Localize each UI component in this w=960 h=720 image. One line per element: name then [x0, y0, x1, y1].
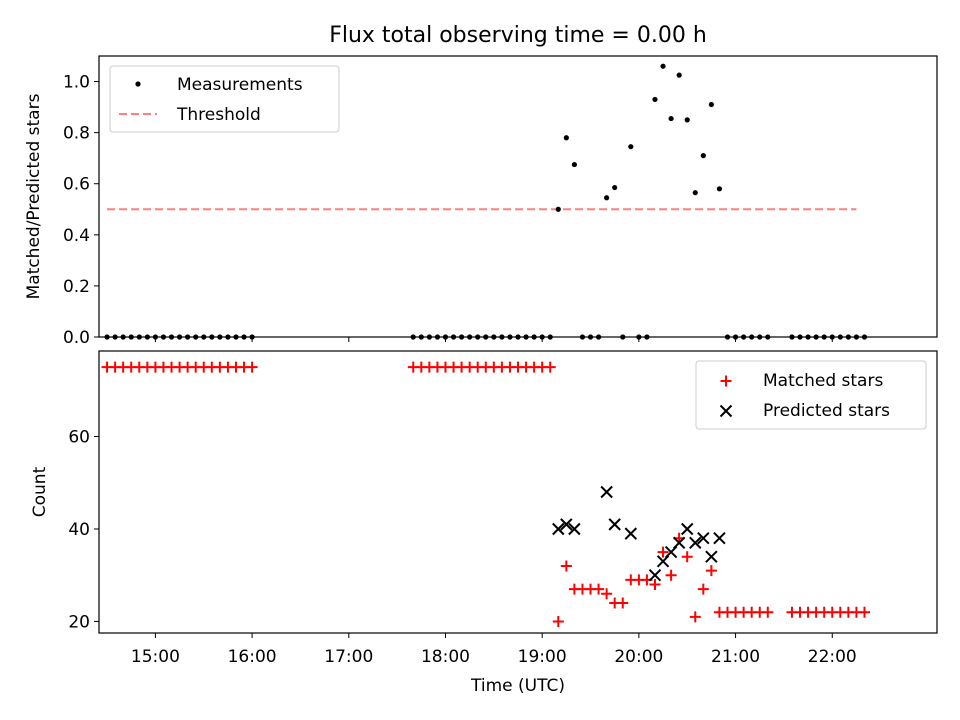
legend-threshold-label: Threshold: [176, 105, 261, 125]
predicted-star-point: [697, 532, 710, 545]
y-tick-label-top: 0.6: [63, 175, 90, 195]
plot-area-bottom: [101, 361, 870, 627]
matched-star-point: [560, 560, 572, 572]
matched-star-point: [762, 606, 774, 618]
measurement-point: [684, 117, 690, 123]
measurement-point: [692, 190, 698, 196]
measurement-point: [676, 72, 682, 78]
predicted-star-point: [608, 518, 621, 531]
x-tick-label: 21:00: [711, 647, 760, 667]
matched-star-point: [601, 588, 613, 600]
legend-matched-marker: [720, 375, 732, 387]
measurement-point: [555, 206, 561, 212]
x-tick-label: 16:00: [228, 647, 277, 667]
axes-frame-bottom: [98, 350, 938, 634]
predicted-star-point: [560, 518, 573, 531]
measurement-point: [563, 135, 569, 141]
measurement-point: [668, 115, 674, 122]
measurement-point: [628, 144, 634, 150]
x-tick-label: 15:00: [131, 647, 180, 667]
axes-frame-top: [98, 55, 938, 338]
predicted-star-point: [681, 522, 694, 536]
predicted-star-point: [552, 522, 565, 536]
y-tick-label-bottom: 20: [68, 612, 90, 632]
predicted-star-point: [672, 536, 686, 550]
predicted-star-point: [705, 550, 718, 563]
predicted-star-point: [624, 527, 638, 540]
measurement-point: [716, 186, 723, 192]
x-tick-label: 22:00: [808, 647, 857, 667]
matched-star-point: [657, 546, 669, 558]
matched-star-point: [665, 569, 677, 581]
y-axis-label-bottom: Count: [30, 466, 50, 517]
legend-top: [109, 65, 340, 133]
x-tick-label: 20:00: [614, 647, 663, 667]
matched-star-point: [649, 578, 661, 590]
x-tick-label: 18:00: [421, 647, 470, 667]
y-tick-label-top: 0.0: [63, 328, 90, 348]
measurement-point: [700, 153, 706, 159]
y-tick-label-top: 0.2: [63, 277, 90, 297]
matched-star-point: [689, 611, 701, 623]
y-axis-label-top: Matched/Predicted stars: [24, 93, 44, 299]
x-tick-label: 17:00: [324, 647, 373, 667]
legend-predicted-label: Predicted stars: [763, 401, 890, 421]
y-tick-label-top: 0.4: [63, 226, 90, 246]
predicted-star-point: [568, 522, 581, 536]
measurement-point: [660, 63, 666, 69]
chart-title: Flux total observing time = 0.00 h: [329, 23, 707, 48]
predicted-star-point: [648, 569, 662, 582]
matched-star-point: [858, 606, 870, 618]
matched-star-point: [681, 551, 693, 563]
x-axis-label: Time (UTC): [470, 676, 565, 696]
matched-star-point: [593, 583, 605, 595]
matched-star-point: [705, 565, 717, 577]
predicted-star-point: [689, 536, 702, 550]
measurement-point: [612, 184, 618, 191]
matched-star-point: [617, 597, 629, 609]
measurement-point: [652, 96, 658, 103]
predicted-star-point: [600, 485, 613, 499]
x-tick-label: 19:00: [518, 647, 567, 667]
legend-predicted-marker: [719, 404, 733, 418]
legend-measurements-marker: [135, 81, 141, 87]
y-tick-label-top: 0.8: [63, 124, 90, 144]
y-tick-label-top: 1.0: [63, 73, 90, 93]
legend-matched-label: Matched stars: [763, 371, 883, 391]
matched-star-point: [246, 361, 258, 373]
legend-bottom: [695, 360, 927, 430]
legend-measurements-label: Measurements: [177, 75, 303, 95]
y-tick-label-bottom: 60: [68, 428, 90, 448]
measurement-point: [571, 161, 578, 168]
matched-star-point: [544, 361, 556, 373]
predicted-star-point: [713, 532, 726, 545]
measurement-point: [604, 195, 610, 201]
matched-star-point: [697, 583, 709, 595]
y-tick-label-bottom: 40: [68, 520, 90, 540]
measurement-point: [708, 101, 714, 108]
matched-star-point: [552, 615, 564, 627]
